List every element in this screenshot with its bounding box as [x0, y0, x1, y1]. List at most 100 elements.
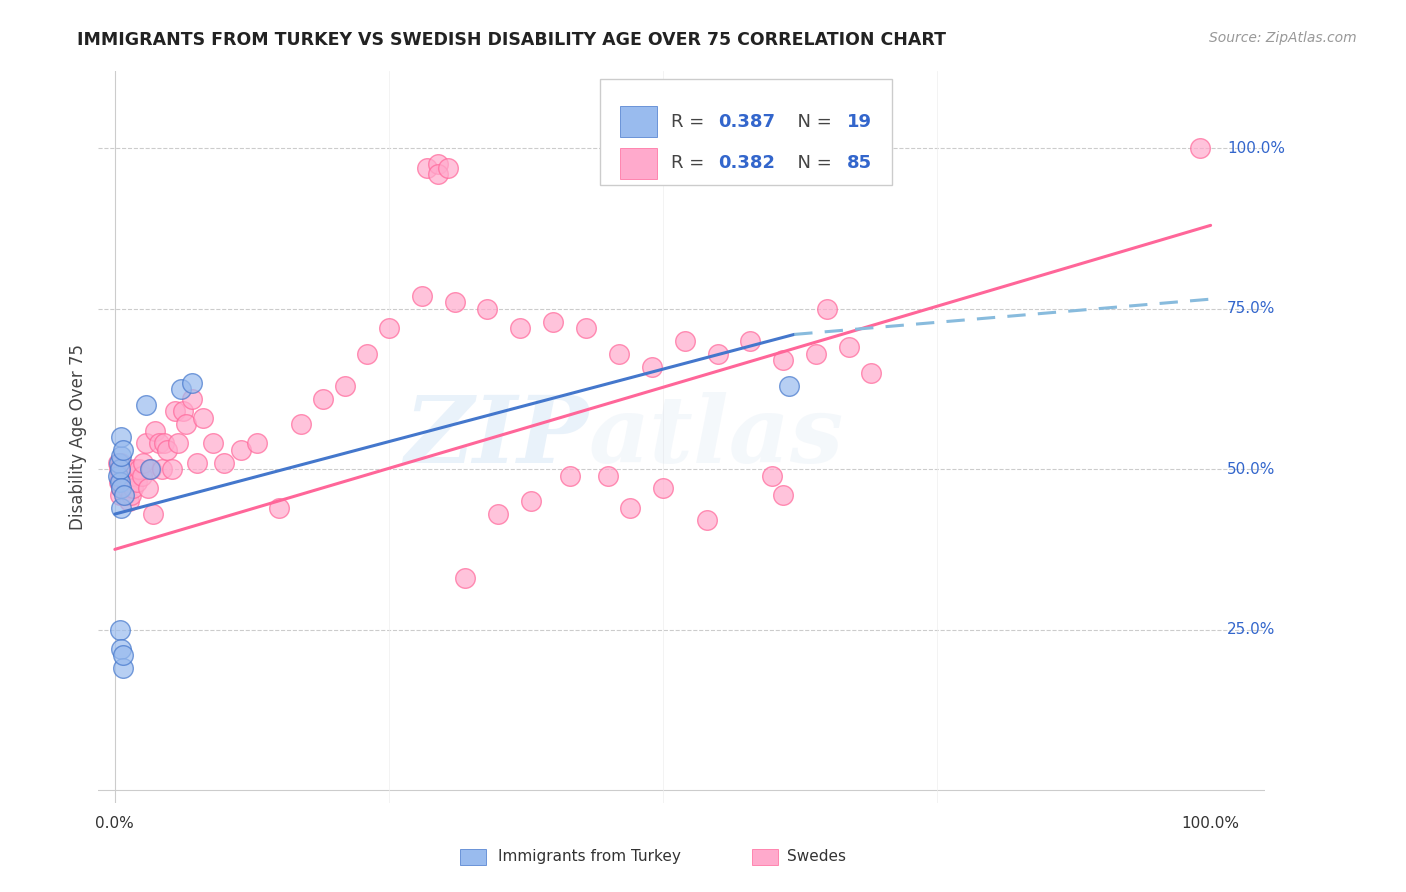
FancyBboxPatch shape: [460, 849, 486, 865]
Point: [108, 475, 131, 489]
Text: Source: ZipAtlas.com: Source: ZipAtlas.com: [1209, 31, 1357, 45]
Text: 19: 19: [846, 112, 872, 131]
Point: [778, 378, 800, 392]
Text: 100.0%: 100.0%: [1227, 141, 1285, 156]
Point: [356, 346, 378, 360]
Point: [136, 482, 159, 496]
Point: [112, 488, 135, 502]
Point: [128, 462, 150, 476]
Text: R =: R =: [672, 112, 710, 131]
Text: 0.387: 0.387: [718, 112, 775, 131]
Point: [477, 301, 499, 316]
Point: [437, 161, 460, 175]
Text: 75.0%: 75.0%: [1227, 301, 1275, 317]
Point: [641, 359, 664, 374]
Point: [509, 321, 531, 335]
Text: 0.0%: 0.0%: [96, 815, 134, 830]
Point: [115, 482, 138, 496]
Point: [150, 462, 173, 476]
Point: [246, 436, 269, 450]
Point: [167, 436, 190, 450]
Point: [443, 295, 465, 310]
FancyBboxPatch shape: [752, 849, 778, 865]
Point: [427, 157, 450, 171]
Text: N =: N =: [786, 112, 837, 131]
Point: [108, 462, 131, 476]
Point: [139, 462, 162, 476]
Point: [135, 436, 157, 450]
Point: [142, 507, 165, 521]
Point: [110, 475, 132, 489]
Point: [117, 462, 139, 476]
Point: [114, 488, 136, 502]
Point: [132, 456, 155, 470]
Text: 100.0%: 100.0%: [1181, 815, 1240, 830]
Text: Immigrants from Turkey: Immigrants from Turkey: [498, 848, 681, 863]
Point: [120, 488, 142, 502]
FancyBboxPatch shape: [600, 78, 891, 185]
Point: [290, 417, 312, 432]
Text: 25.0%: 25.0%: [1227, 622, 1275, 637]
Point: [740, 334, 762, 348]
Point: [454, 571, 477, 585]
Point: [416, 161, 439, 175]
Point: [202, 436, 225, 450]
Point: [180, 392, 202, 406]
Point: [486, 507, 509, 521]
Point: [122, 482, 145, 496]
Point: [706, 346, 728, 360]
Point: [111, 661, 134, 675]
Point: [696, 514, 718, 528]
Point: [110, 482, 132, 496]
Point: [131, 468, 153, 483]
Text: atlas: atlas: [589, 392, 844, 482]
Point: [110, 456, 132, 470]
Y-axis label: Disability Age Over 75: Disability Age Over 75: [69, 344, 87, 530]
Point: [156, 442, 179, 457]
Point: [172, 404, 194, 418]
Point: [180, 376, 202, 390]
Text: IMMIGRANTS FROM TURKEY VS SWEDISH DISABILITY AGE OVER 75 CORRELATION CHART: IMMIGRANTS FROM TURKEY VS SWEDISH DISABI…: [77, 31, 946, 49]
Text: ZIP: ZIP: [405, 392, 589, 482]
Point: [191, 410, 214, 425]
Point: [427, 167, 450, 181]
Point: [110, 450, 132, 464]
Point: [312, 392, 335, 406]
Point: [174, 417, 197, 432]
Point: [619, 500, 641, 515]
Point: [772, 488, 794, 502]
Point: [1188, 141, 1211, 155]
Point: [111, 442, 134, 457]
Point: [111, 482, 134, 496]
Point: [673, 334, 696, 348]
Point: [110, 482, 132, 496]
Point: [160, 462, 183, 476]
Point: [111, 468, 134, 483]
Point: [118, 494, 141, 508]
Point: [761, 468, 783, 483]
Point: [411, 289, 433, 303]
Point: [112, 482, 135, 496]
Text: Swedes: Swedes: [787, 848, 846, 863]
Point: [596, 468, 619, 483]
Point: [859, 366, 882, 380]
FancyBboxPatch shape: [620, 106, 658, 137]
FancyBboxPatch shape: [620, 148, 658, 178]
Point: [541, 315, 564, 329]
Point: [107, 468, 129, 483]
Point: [214, 456, 236, 470]
Point: [111, 462, 134, 476]
Point: [110, 468, 132, 483]
Point: [110, 488, 132, 502]
Point: [772, 353, 794, 368]
Point: [575, 321, 598, 335]
Text: 85: 85: [846, 154, 872, 172]
Point: [838, 340, 860, 354]
Point: [110, 430, 132, 444]
Point: [120, 475, 142, 489]
Point: [110, 462, 132, 476]
Point: [269, 500, 291, 515]
Point: [186, 456, 208, 470]
Point: [139, 462, 162, 476]
Text: N =: N =: [786, 154, 837, 172]
